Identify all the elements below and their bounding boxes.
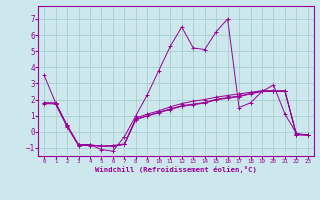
X-axis label: Windchill (Refroidissement éolien,°C): Windchill (Refroidissement éolien,°C)	[95, 166, 257, 173]
